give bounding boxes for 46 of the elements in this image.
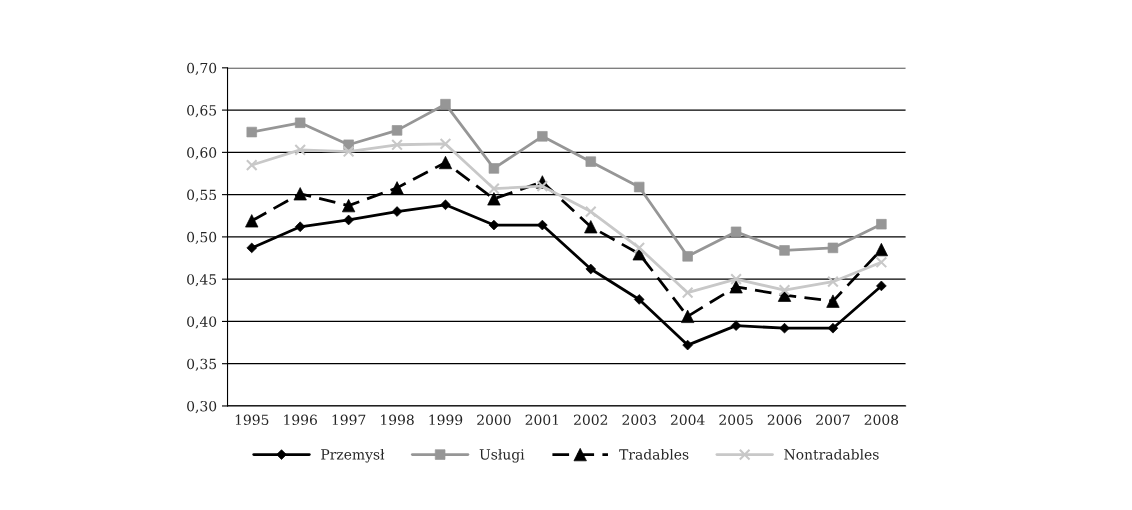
y-tick-label: 0,70	[187, 62, 217, 75]
y-tick-label: 0,65	[187, 105, 217, 118]
x-tick-label: 1995	[235, 414, 269, 426]
x-tick-label: 1998	[381, 414, 414, 426]
y-tick-label: 0,50	[187, 231, 217, 245]
point	[633, 241, 646, 254]
point	[294, 117, 306, 128]
y-tick-label: 0,40	[187, 316, 217, 329]
point	[682, 251, 693, 262]
y-tick-label: 0,35	[187, 358, 217, 371]
x-tick-label: 2000	[477, 414, 511, 426]
point	[245, 159, 258, 171]
point	[391, 138, 403, 151]
x-tick-label: 2007	[816, 414, 850, 426]
point	[584, 205, 597, 218]
point	[439, 138, 452, 150]
point	[294, 143, 307, 156]
legend-label: Tradables	[619, 448, 689, 460]
point	[536, 180, 549, 193]
x-tick-label: 2003	[622, 414, 656, 426]
x-tick-label: 2002	[574, 414, 608, 426]
x-tick-label: 1999	[429, 414, 463, 426]
x-tick-label: 2005	[719, 414, 753, 426]
point	[875, 256, 888, 269]
y-tick-label: 0,45	[187, 274, 217, 287]
legend-label: Nontradables	[784, 448, 879, 460]
x-tick-label: 2001	[525, 414, 559, 426]
point	[246, 126, 257, 138]
legend-label: Usługi	[479, 448, 525, 463]
point	[438, 155, 453, 170]
point	[778, 284, 791, 297]
point	[827, 275, 839, 288]
x-tick-label: 2004	[670, 414, 705, 426]
point	[634, 181, 645, 193]
x-tick-label: 1996	[284, 414, 317, 426]
y-tick-label: 0,55	[187, 189, 217, 202]
x-tick-label: 2008	[864, 414, 899, 426]
x-tick-label: 1997	[332, 414, 366, 426]
point	[488, 182, 500, 195]
point	[681, 286, 694, 299]
legend-label: Przemysł	[321, 448, 385, 463]
point	[342, 145, 355, 158]
y-tick-label: 0,60	[187, 147, 217, 160]
point	[730, 273, 742, 286]
x-tick-label: 2006	[767, 414, 802, 426]
y-tick-label: 0,30	[187, 400, 217, 414]
